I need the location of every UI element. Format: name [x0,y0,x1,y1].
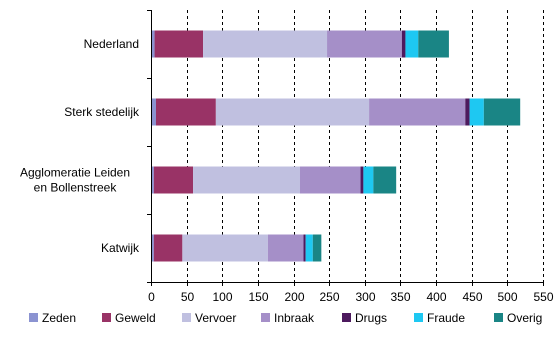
x-tick-label: 50 [181,290,195,304]
legend-swatch-vervoer [182,313,191,322]
bar-segment-inbraak-2 [299,166,361,194]
bar-segment-inbraak-1 [369,98,466,126]
x-tick-label: 550 [533,290,553,304]
x-tick-label: 0 [148,290,155,304]
x-tick-label: 300 [355,290,375,304]
bar-segment-overig-2 [373,166,397,194]
bar-segment-zeden-3 [151,234,154,262]
bar-segment-drugs-3 [303,234,306,262]
bar-segment-inbraak-3 [267,234,304,262]
bar-segment-fraude-0 [405,30,419,58]
legend-label-drugs: Drugs [355,311,387,325]
x-tick-labels: 0 50 100 150 200 250 300 350 400 450 500 550 [148,290,554,304]
x-tick-label: 250 [319,290,339,304]
x-tick-label: 450 [462,290,482,304]
bar-segment-fraude-2 [363,166,374,194]
legend-label-overig: Overig [507,311,542,325]
legend-label-vervoer: Vervoer [195,311,236,325]
legend-swatch-drugs [342,313,351,322]
x-tick-label: 200 [284,290,304,304]
legend: Zeden Geweld Vervoer Inbraak Drugs Fraude Over… [29,311,542,325]
legend-label-geweld: Geweld [115,311,156,325]
x-tick-label: 150 [248,290,268,304]
bar-segment-geweld-2 [153,166,194,194]
x-tick-label: 500 [497,290,517,304]
bar-segment-inbraak-0 [327,30,402,58]
category-label: Nederland [84,37,139,51]
bar-segment-fraude-1 [469,98,484,126]
category-label: Agglomeratie Leiden en Bollenstreek [20,166,130,195]
bar-segment-fraude-3 [305,234,313,262]
legend-swatch-inbraak [261,313,270,322]
bars [151,30,521,262]
category-labels: Nederland Sterk stedelijk Agglomeratie Lei… [20,37,140,255]
bar-segment-overig-3 [312,234,322,262]
legend-label-inbraak: Inbraak [274,311,315,325]
bar-segment-vervoer-2 [193,166,300,194]
axes [147,10,544,286]
bar-segment-vervoer-1 [215,98,370,126]
bar-segment-drugs-2 [360,166,364,194]
legend-swatch-geweld [102,313,111,322]
bar-segment-zeden-1 [151,98,156,126]
bar-segment-overig-1 [483,98,521,126]
bar-segment-zeden-2 [151,166,154,194]
bar-segment-drugs-1 [465,98,470,126]
legend-swatch-fraude [414,313,423,322]
bar-segment-geweld-3 [153,234,183,262]
bar-segment-vervoer-0 [203,30,328,58]
legend-label-zeden: Zeden [42,311,76,325]
x-tick-label: 350 [390,290,410,304]
bar-segment-geweld-0 [154,30,204,58]
legend-label-fraude: Fraude [427,311,465,325]
legend-swatch-zeden [29,313,38,322]
category-label: Katwijk [101,241,140,255]
bar-segment-drugs-0 [401,30,406,58]
bar-segment-zeden-0 [151,30,155,58]
legend-swatch-overig [494,313,503,322]
bar-segment-vervoer-3 [182,234,268,262]
bar-segment-geweld-1 [155,98,216,126]
x-tick-label: 100 [212,290,232,304]
x-tick-label: 400 [426,290,446,304]
bar-segment-overig-0 [418,30,449,58]
category-label: Sterk stedelijk [64,105,140,119]
